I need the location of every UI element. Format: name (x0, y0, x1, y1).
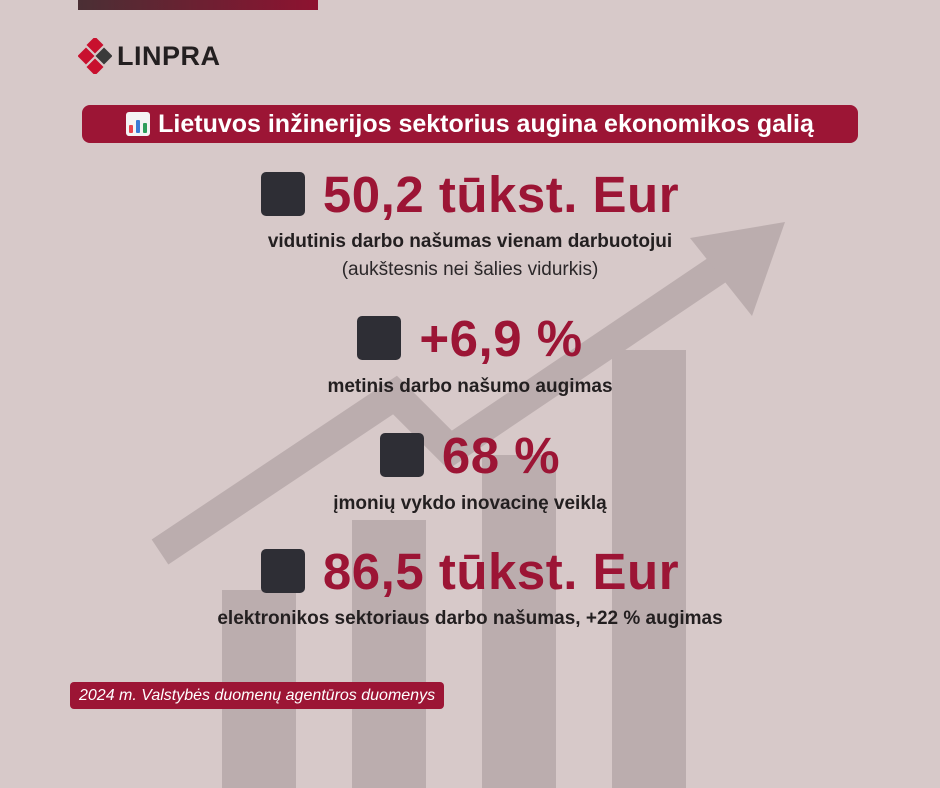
brand-logo: LINPRA (78, 38, 221, 74)
bullet-square-icon (357, 316, 402, 360)
bg-arrow-line (151, 255, 729, 565)
stat-value: 86,5 tūkst. Eur (322, 542, 680, 600)
bg-bar (352, 520, 426, 788)
stat-1: 50,2 tūkst. Eur (0, 165, 940, 223)
bullet-square-icon (379, 433, 424, 477)
stat-3: 68 % (0, 426, 940, 484)
header-banner: Lietuvos inžinerijos sektorius augina ek… (82, 105, 858, 143)
source-badge: 2024 m. Valstybės duomenų agentūros duom… (70, 682, 445, 709)
bg-bar (612, 350, 686, 788)
stat-value: 50,2 tūkst. Eur (322, 165, 680, 223)
bullet-square-icon (260, 172, 305, 216)
stat-4: 86,5 tūkst. Eur (0, 542, 940, 600)
stat-2: +6,9 % (0, 309, 940, 367)
stat-value: 68 % (441, 426, 561, 484)
stat-description: įmonių vykdo inovacinę veiklą (333, 493, 607, 514)
header-title: Lietuvos inžinerijos sektorius augina ek… (158, 109, 814, 138)
bullet-square-icon (260, 549, 305, 593)
source-text: 2024 m. Valstybės duomenų agentūros duom… (79, 686, 436, 704)
stat-note: (aukštesnis nei šalies vidurkis) (341, 259, 599, 280)
top-accent-strip (78, 0, 318, 10)
stat-description: metinis darbo našumo augimas (327, 376, 613, 397)
stat-description: elektronikos sektoriaus darbo našumas, +… (217, 608, 723, 629)
linpra-logo-icon (78, 38, 112, 74)
bg-bar (482, 455, 556, 788)
bar-chart-icon (126, 112, 151, 136)
stat-value: +6,9 % (419, 309, 583, 367)
brand-name: LINPRA (117, 40, 221, 71)
stat-description: vidutinis darbo našumas vienam darbuotoj… (267, 231, 673, 252)
bg-arrow-head (690, 222, 785, 316)
